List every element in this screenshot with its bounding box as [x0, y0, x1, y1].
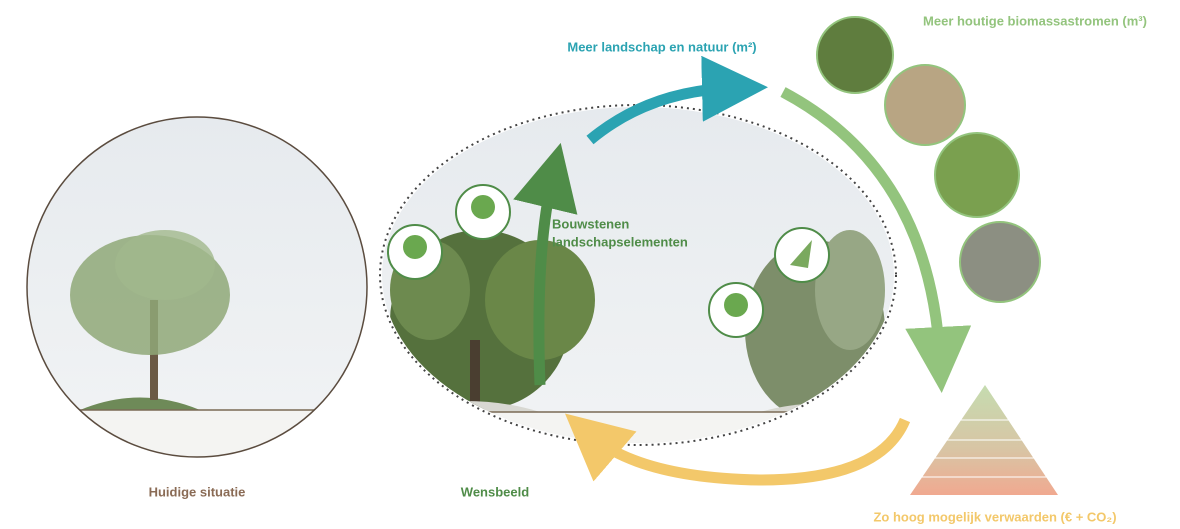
vision-scene	[380, 100, 900, 482]
building-label: landschapselementen	[552, 234, 688, 249]
value-label: Zo hoog mogelijk verwaarden (€ + CO₂)	[873, 509, 1116, 524]
landscape-label: Meer landschap en natuur (m²)	[567, 39, 756, 54]
building-label: Bouwstenen	[552, 216, 629, 231]
current-scene	[20, 110, 380, 470]
current-label: Huidige situatie	[149, 484, 246, 499]
diagram: Huidige situatie Wensbeeld Meer landscha…	[0, 0, 1180, 529]
vision-label: Wensbeeld	[461, 484, 529, 499]
biomass-label: Meer houtige biomassastromen (m³)	[923, 13, 1147, 28]
